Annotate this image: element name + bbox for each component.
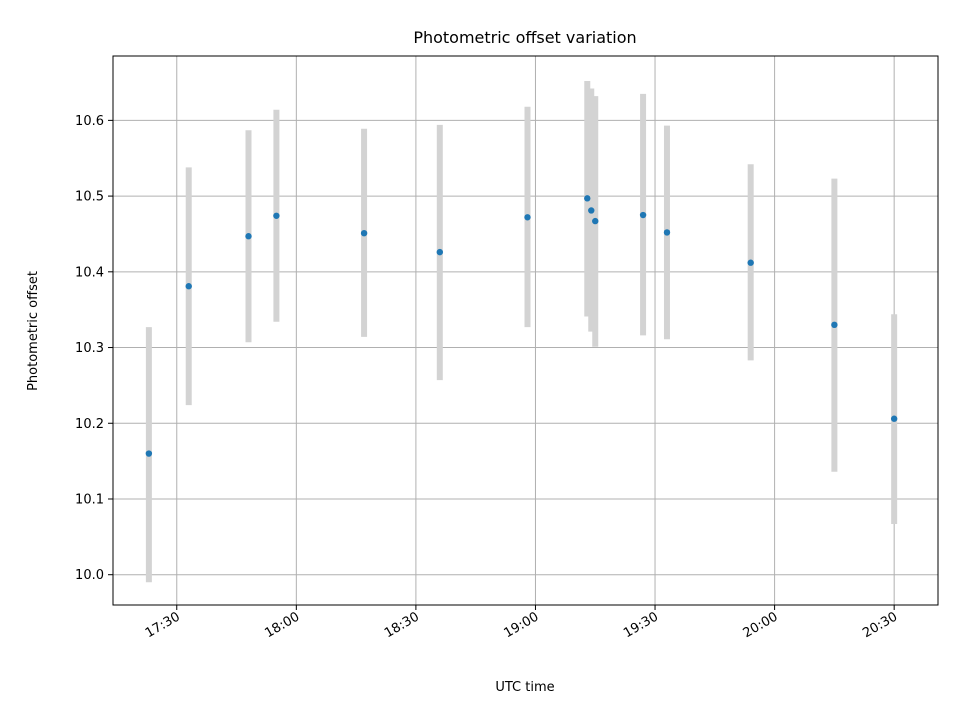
x-tick-label: 17:30 [143, 609, 183, 641]
error-bars [145, 80, 898, 583]
y-axis-label: Photometric offset [26, 271, 41, 391]
x-tick-label: 19:30 [621, 609, 661, 641]
data-point [831, 321, 838, 329]
data-point [436, 248, 444, 256]
x-tick-label: 18:00 [262, 609, 302, 641]
data-point [588, 207, 595, 214]
x-tick-label: 20:00 [741, 609, 781, 641]
data-point [524, 214, 531, 221]
y-tick-label: 10.5 [75, 190, 104, 205]
data-markers [145, 195, 898, 457]
data-point [747, 259, 754, 266]
y-axis-ticks: 10.0 10.1 10.2 10.3 10.4 10.5 10.6 [75, 114, 113, 583]
x-axis-label: UTC time [495, 680, 554, 695]
y-tick-label: 10.1 [75, 492, 104, 507]
data-point [890, 415, 898, 422]
data-point [584, 195, 591, 202]
data-point [273, 212, 280, 219]
y-tick-label: 10.0 [75, 568, 104, 583]
x-tick-label: 19:00 [502, 609, 542, 641]
data-point [360, 229, 368, 237]
plot-frame [112, 55, 939, 606]
x-axis-ticks: 17:30 18:00 18:30 19:00 19:30 20:00 20:30 [143, 605, 900, 641]
x-tick-label: 20:30 [860, 609, 900, 641]
y-tick-label: 10.2 [75, 417, 104, 432]
data-point [639, 211, 647, 219]
x-tick-label: 18:30 [382, 609, 422, 641]
chart-title: Photometric offset variation [413, 28, 636, 47]
y-tick-label: 10.6 [75, 114, 104, 129]
data-point [245, 233, 252, 240]
data-point [185, 283, 192, 290]
data-point [592, 217, 599, 225]
data-point [145, 450, 153, 457]
data-point [663, 229, 671, 236]
y-tick-label: 10.3 [75, 341, 104, 356]
y-tick-label: 10.4 [75, 265, 104, 280]
